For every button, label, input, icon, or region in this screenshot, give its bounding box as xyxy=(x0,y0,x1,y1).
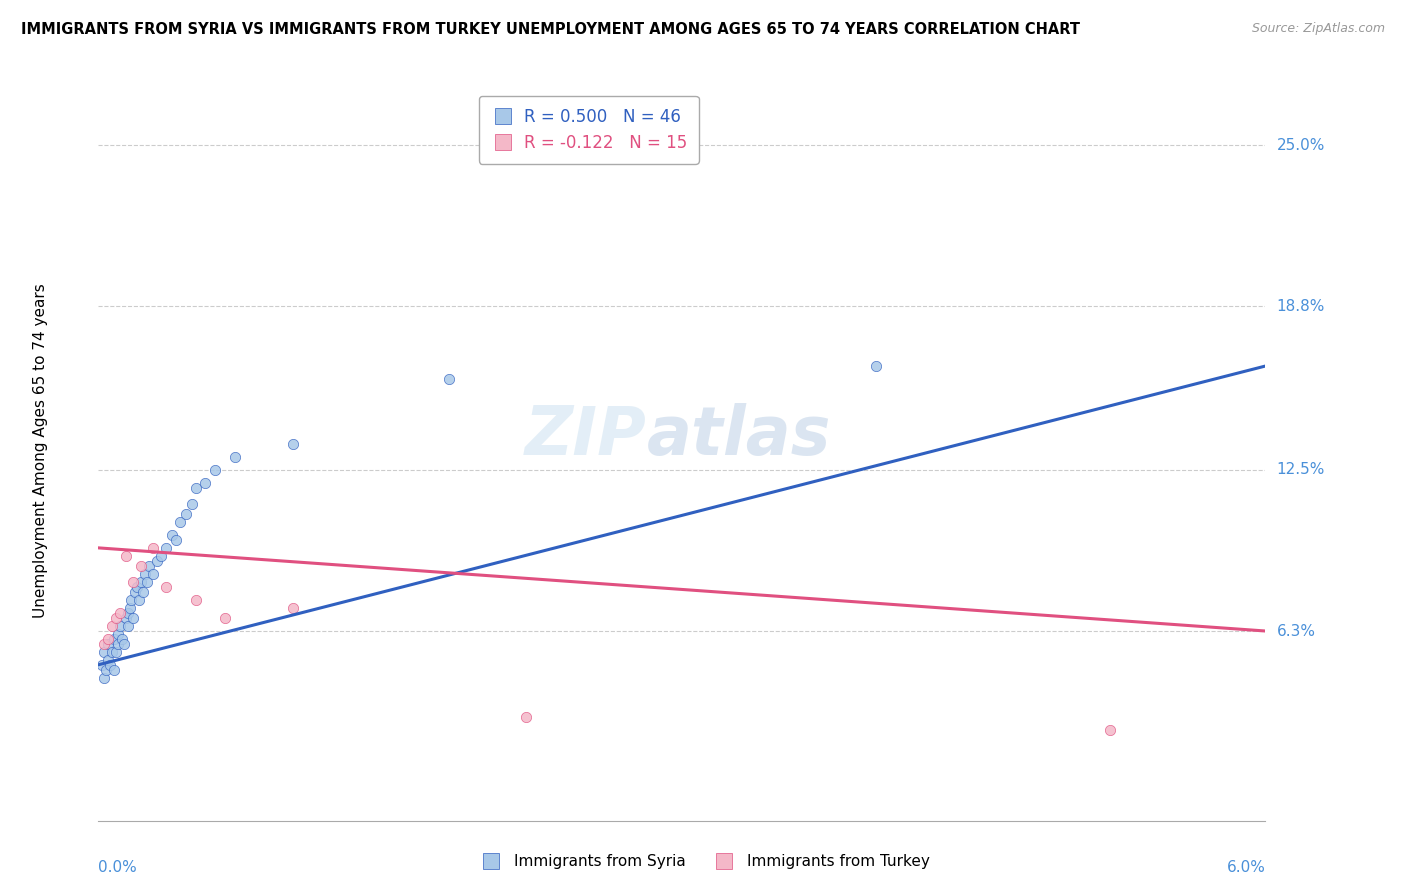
Point xyxy=(97,652,120,666)
Point xyxy=(124,585,146,599)
Point xyxy=(103,663,125,677)
Point xyxy=(93,637,115,651)
Point xyxy=(155,580,177,594)
Text: ZIP: ZIP xyxy=(524,402,647,468)
Text: 25.0%: 25.0% xyxy=(1277,137,1324,153)
Point xyxy=(114,549,136,563)
Point xyxy=(132,585,155,599)
Point xyxy=(117,606,139,620)
Point xyxy=(142,566,165,581)
Point xyxy=(127,580,149,594)
Point xyxy=(101,645,124,659)
Point xyxy=(129,559,152,574)
Point xyxy=(184,592,207,607)
Point xyxy=(204,463,226,477)
Point xyxy=(118,600,141,615)
Point xyxy=(107,637,129,651)
Point xyxy=(437,372,460,386)
Point xyxy=(104,611,127,625)
Text: 6.3%: 6.3% xyxy=(1277,624,1316,639)
Text: atlas: atlas xyxy=(647,402,831,468)
Point xyxy=(122,611,145,625)
Point xyxy=(184,481,207,495)
Point xyxy=(97,632,120,646)
Point xyxy=(515,710,537,724)
Text: Unemployment Among Ages 65 to 74 years: Unemployment Among Ages 65 to 74 years xyxy=(32,283,48,618)
Point xyxy=(96,663,118,677)
Point xyxy=(155,541,177,555)
Point xyxy=(104,645,127,659)
Point xyxy=(103,632,125,646)
Point xyxy=(281,437,304,451)
Point xyxy=(142,541,165,555)
Point xyxy=(93,671,115,685)
Point xyxy=(114,611,136,625)
Point xyxy=(107,626,129,640)
Text: 18.8%: 18.8% xyxy=(1277,299,1324,314)
Point xyxy=(91,657,114,672)
Point xyxy=(108,606,131,620)
Point xyxy=(134,566,156,581)
Text: IMMIGRANTS FROM SYRIA VS IMMIGRANTS FROM TURKEY UNEMPLOYMENT AMONG AGES 65 TO 74: IMMIGRANTS FROM SYRIA VS IMMIGRANTS FROM… xyxy=(21,22,1080,37)
Point xyxy=(98,657,121,672)
Point xyxy=(865,359,887,373)
Point xyxy=(281,600,304,615)
Text: Source: ZipAtlas.com: Source: ZipAtlas.com xyxy=(1251,22,1385,36)
Point xyxy=(97,637,120,651)
Point xyxy=(214,611,236,625)
Point xyxy=(129,574,152,589)
Point xyxy=(93,645,115,659)
Point xyxy=(112,637,135,651)
Point xyxy=(180,497,202,511)
Point xyxy=(128,592,150,607)
Point xyxy=(101,619,124,633)
Point xyxy=(149,549,172,563)
Text: 0.0%: 0.0% xyxy=(98,860,138,874)
Point xyxy=(165,533,187,547)
Point xyxy=(122,574,145,589)
Point xyxy=(117,619,139,633)
Point xyxy=(108,619,131,633)
Point xyxy=(138,559,160,574)
Point xyxy=(224,450,246,464)
Point xyxy=(111,632,134,646)
Point xyxy=(194,475,217,490)
Point xyxy=(174,507,197,521)
Text: 12.5%: 12.5% xyxy=(1277,462,1324,477)
Point xyxy=(1098,723,1121,737)
Point xyxy=(162,528,184,542)
Legend: Immigrants from Syria, Immigrants from Turkey: Immigrants from Syria, Immigrants from T… xyxy=(470,848,936,875)
Point xyxy=(169,515,191,529)
Point xyxy=(121,592,143,607)
Legend: R = 0.500   N = 46, R = -0.122   N = 15: R = 0.500 N = 46, R = -0.122 N = 15 xyxy=(478,96,699,164)
Text: 6.0%: 6.0% xyxy=(1226,860,1265,874)
Point xyxy=(146,554,169,568)
Point xyxy=(136,574,159,589)
